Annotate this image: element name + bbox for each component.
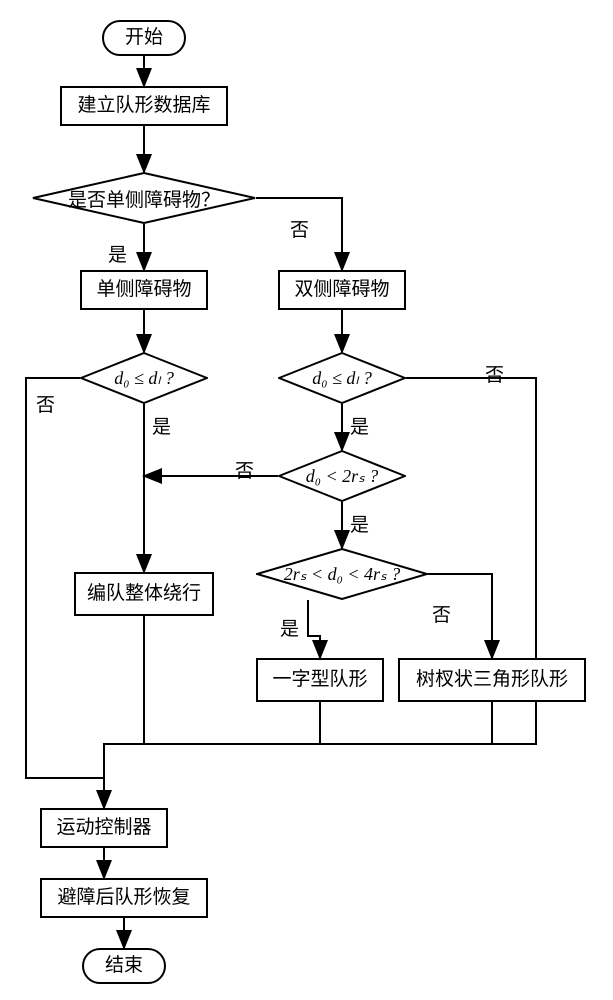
edge-label-yes2l: 是 xyxy=(152,412,171,439)
edge-label-yes2r: 是 xyxy=(350,412,369,439)
process-double_obs: 双侧障碍物 xyxy=(278,270,406,310)
process-recover: 避障后队形恢复 xyxy=(40,878,208,918)
edge-label-no2l: 否 xyxy=(36,390,55,417)
edge-label-yes4: 是 xyxy=(280,614,299,641)
edge-group_detour-controller xyxy=(104,616,144,808)
edge-label-no4: 否 xyxy=(432,600,451,627)
decision-label-q_single: 是否单侧障碍物？ xyxy=(32,172,256,224)
decision-q_d0_2rs: d₀ < 2rₛ ? xyxy=(278,450,406,502)
process-controller: 运动控制器 xyxy=(40,808,168,848)
edge-label-no3: 否 xyxy=(235,456,254,483)
decision-label-q_d0_2rs: d₀ < 2rₛ ? xyxy=(278,450,406,502)
decision-label-q_2rs_4rs: 2rₛ < d₀ < 4rₛ ? xyxy=(256,548,428,600)
decision-label-q_d0_dl_l: d₀ ≤ dₗ ? xyxy=(80,352,208,404)
decision-q_d0_dl_l: d₀ ≤ dₗ ? xyxy=(80,352,208,404)
decision-q_2rs_4rs: 2rₛ < d₀ < 4rₛ ? xyxy=(256,548,428,600)
decision-q_single: 是否单侧障碍物？ xyxy=(32,172,256,224)
edge-q_2rs_4rs-line_form xyxy=(308,600,320,658)
decision-q_d0_dl_r: d₀ ≤ dₗ ? xyxy=(278,352,406,404)
decision-label-q_d0_dl_r: d₀ ≤ dₗ ? xyxy=(278,352,406,404)
process-group_detour: 编队整体绕行 xyxy=(74,572,214,616)
edge-label-yes3: 是 xyxy=(350,510,369,537)
process-line_form: 一字型队形 xyxy=(256,658,384,702)
process-build_db: 建立队形数据库 xyxy=(60,86,228,126)
edge-label-yes1: 是 xyxy=(108,240,127,267)
process-single_obs: 单侧障碍物 xyxy=(80,270,208,310)
terminal-end: 结束 xyxy=(82,948,166,984)
edge-label-no1: 否 xyxy=(290,215,309,242)
edge-label-no2r: 否 xyxy=(485,360,504,387)
terminal-start: 开始 xyxy=(102,20,186,56)
process-tree_form: 树杈状三角形队形 xyxy=(398,658,586,702)
